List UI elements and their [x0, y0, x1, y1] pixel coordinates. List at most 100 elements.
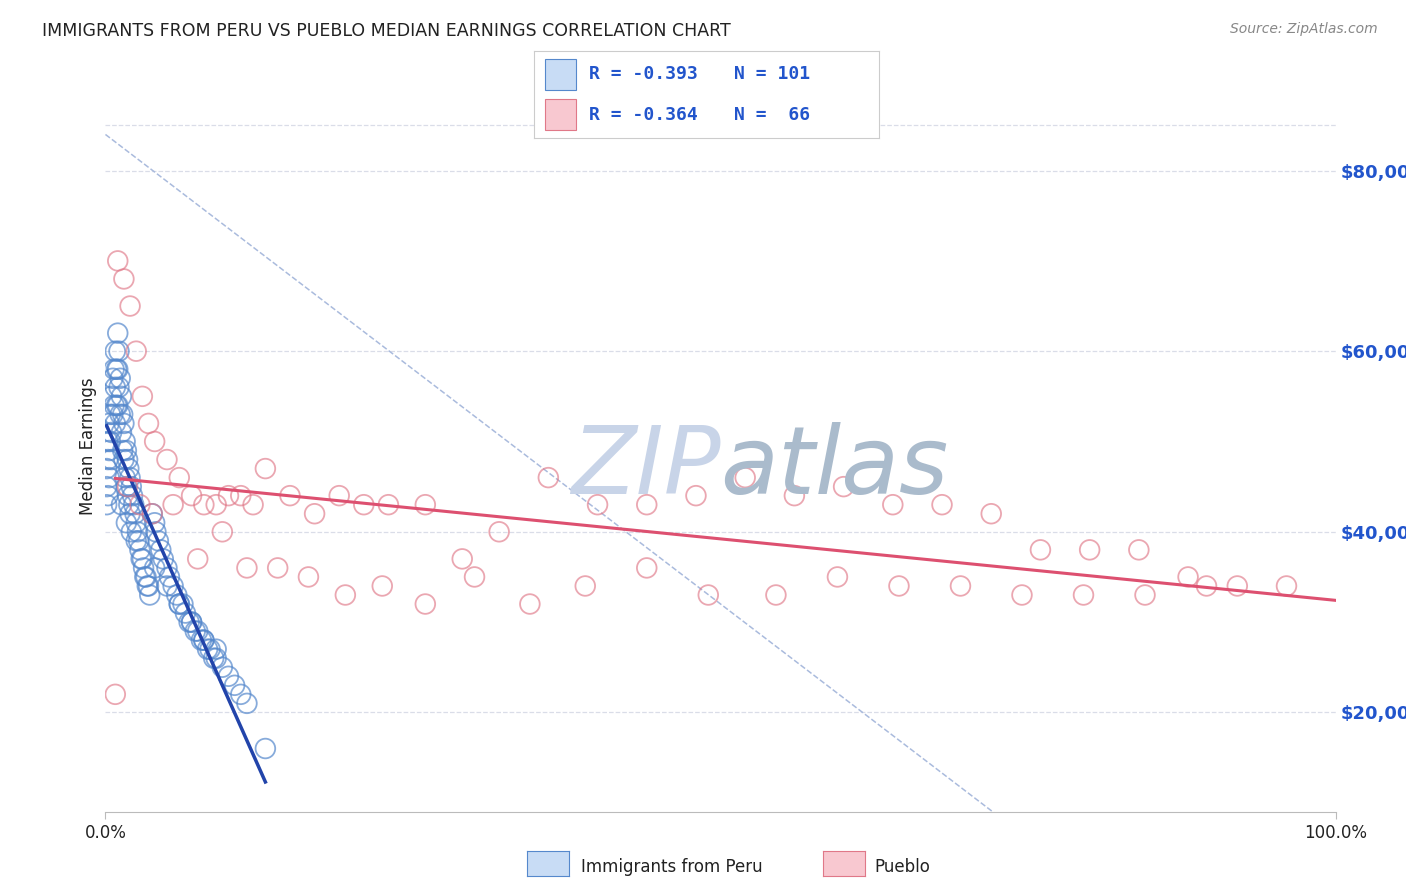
Point: [278, 489, 301, 503]
Point: [451, 552, 474, 566]
Point: [832, 480, 855, 494]
Point: [138, 579, 160, 593]
Point: [103, 398, 125, 412]
Point: [110, 498, 132, 512]
Point: [198, 642, 221, 657]
Point: [1011, 588, 1033, 602]
Point: [254, 461, 277, 475]
Point: [138, 417, 160, 431]
Point: [193, 633, 215, 648]
Point: [734, 470, 756, 484]
Point: [254, 741, 277, 756]
Point: [205, 651, 228, 665]
Point: [117, 452, 139, 467]
Point: [783, 489, 806, 503]
Point: [586, 498, 609, 512]
Point: [205, 498, 228, 512]
Point: [636, 498, 658, 512]
Point: [887, 579, 910, 593]
Point: [180, 615, 202, 629]
Point: [112, 272, 135, 286]
Point: [1073, 588, 1095, 602]
Point: [197, 642, 219, 657]
Point: [117, 480, 139, 494]
Point: [149, 542, 172, 557]
Point: [172, 597, 194, 611]
Point: [949, 579, 972, 593]
Point: [114, 434, 136, 449]
Point: [96, 498, 118, 512]
Point: [193, 633, 215, 648]
Point: [107, 398, 129, 412]
Point: [129, 542, 152, 557]
Point: [1195, 579, 1218, 593]
Point: [267, 561, 290, 575]
Point: [1128, 542, 1150, 557]
Point: [174, 606, 197, 620]
Point: [100, 425, 122, 440]
Point: [129, 498, 152, 512]
Text: Pueblo: Pueblo: [875, 858, 931, 876]
Point: [464, 570, 486, 584]
Text: atlas: atlas: [721, 423, 949, 514]
Point: [96, 480, 118, 494]
FancyBboxPatch shape: [544, 59, 575, 90]
Point: [138, 588, 162, 602]
Point: [108, 344, 131, 359]
Point: [110, 371, 132, 385]
Point: [100, 389, 122, 403]
Point: [103, 362, 125, 376]
Text: N = 101: N = 101: [734, 65, 810, 84]
Point: [180, 615, 202, 629]
Point: [169, 470, 191, 484]
Point: [152, 552, 174, 566]
Point: [98, 408, 122, 422]
Point: [145, 524, 167, 539]
Point: [131, 389, 153, 403]
Point: [169, 597, 191, 611]
Point: [104, 417, 127, 431]
Point: [136, 579, 159, 593]
Point: [107, 253, 129, 268]
Point: [141, 507, 163, 521]
Point: [110, 408, 132, 422]
Point: [159, 570, 180, 584]
Point: [224, 678, 246, 692]
Point: [415, 597, 437, 611]
Point: [184, 624, 207, 639]
Point: [101, 408, 124, 422]
Point: [202, 651, 225, 665]
Point: [98, 434, 122, 449]
Point: [110, 389, 132, 403]
Point: [96, 461, 118, 475]
Point: [118, 498, 141, 512]
Point: [104, 380, 127, 394]
Text: Immigrants from Peru: Immigrants from Peru: [581, 858, 762, 876]
Point: [115, 516, 138, 530]
Point: [297, 570, 319, 584]
Point: [128, 533, 150, 548]
Point: [108, 380, 131, 394]
Point: [229, 489, 252, 503]
Text: Source: ZipAtlas.com: Source: ZipAtlas.com: [1230, 22, 1378, 37]
Point: [156, 452, 179, 467]
Point: [193, 498, 215, 512]
Point: [537, 470, 560, 484]
Point: [190, 633, 212, 648]
Point: [101, 371, 124, 385]
Point: [104, 344, 127, 359]
Point: [205, 642, 228, 657]
Point: [143, 516, 166, 530]
Point: [218, 669, 240, 683]
Point: [328, 489, 350, 503]
Point: [162, 579, 184, 593]
Point: [97, 452, 120, 467]
Point: [519, 597, 541, 611]
Point: [129, 552, 152, 566]
Point: [112, 452, 135, 467]
Point: [120, 299, 141, 313]
Point: [371, 579, 394, 593]
Point: [156, 561, 179, 575]
Point: [827, 570, 849, 584]
Point: [97, 489, 120, 503]
